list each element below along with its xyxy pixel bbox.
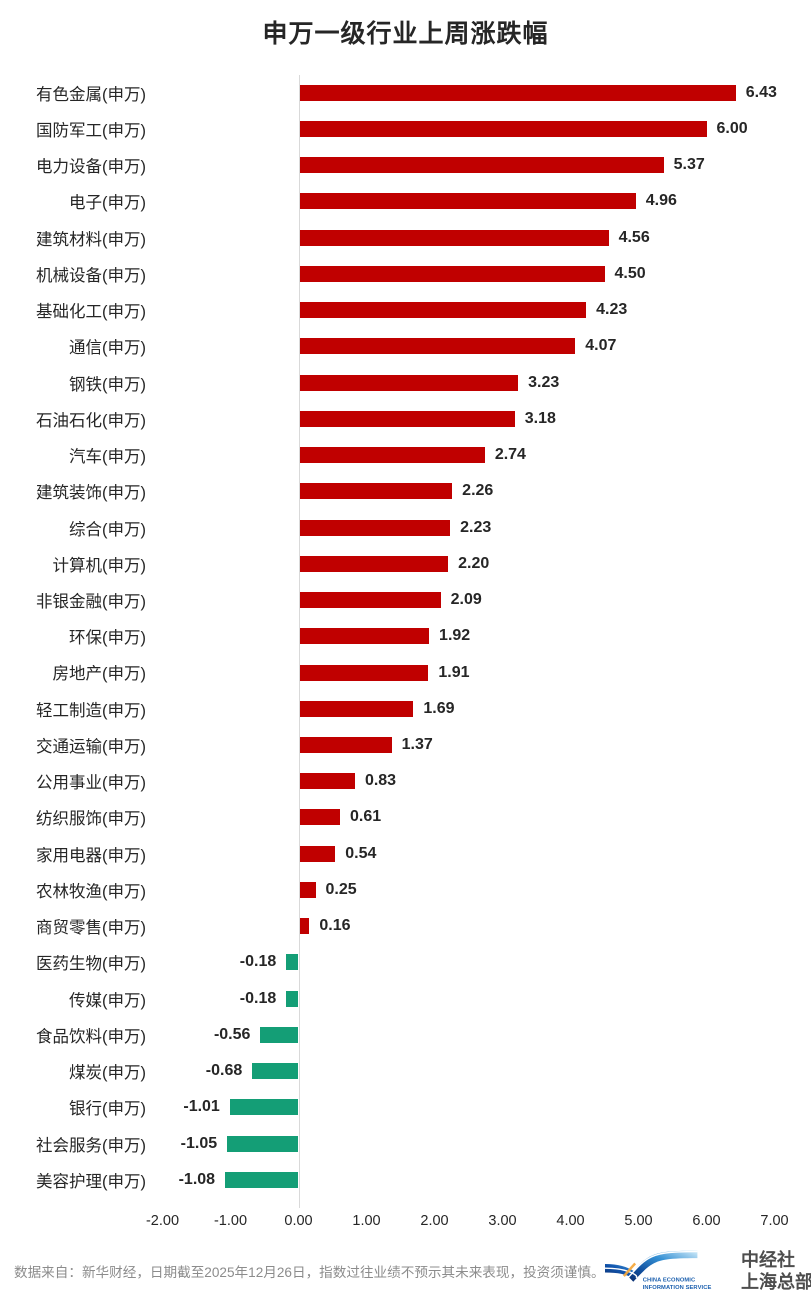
svg-text:INFORMATION SERVICE: INFORMATION SERVICE bbox=[643, 1285, 712, 1291]
svg-text:CHINA ECONOMIC: CHINA ECONOMIC bbox=[643, 1278, 696, 1284]
